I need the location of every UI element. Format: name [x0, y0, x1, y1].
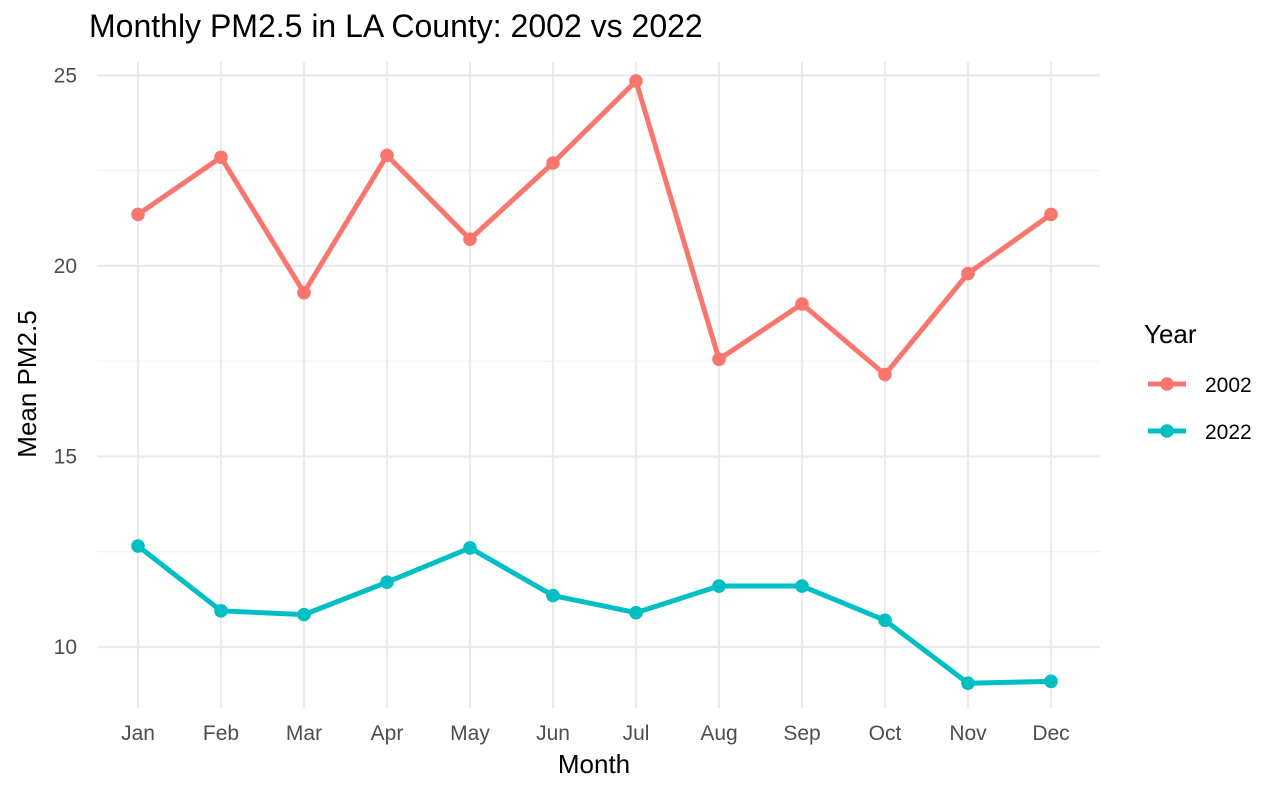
x-tick-label: Aug	[700, 722, 737, 745]
data-point-2002	[961, 266, 975, 281]
legend: Year 2002 2022	[1144, 319, 1252, 444]
x-tick-label: Jan	[121, 722, 155, 745]
y-tick-label: 10	[54, 636, 77, 659]
legend-title: Year	[1144, 319, 1197, 349]
data-point-2002	[1044, 207, 1058, 222]
data-point-2002	[380, 148, 394, 163]
data-point-2022	[214, 604, 228, 618]
data-point-2002	[214, 150, 228, 165]
y-tick-label: 25	[54, 64, 77, 87]
data-point-2022	[878, 613, 892, 628]
x-tick-label: Jun	[536, 722, 570, 745]
legend-label: 2002	[1205, 374, 1252, 397]
y-tick-label: 15	[54, 445, 77, 468]
x-tick-label: Feb	[203, 722, 239, 745]
legend-items: 2002 2022	[1148, 374, 1252, 444]
data-point-2022	[961, 676, 975, 691]
x-tick-label: Jul	[623, 722, 650, 745]
data-point-2022	[380, 575, 394, 590]
data-point-2002	[712, 352, 726, 367]
x-axis-ticks: Jan Feb Mar Apr May Jun Jul Aug Sep Oct Nov Dec	[121, 722, 1070, 745]
legend-key-point	[1160, 377, 1174, 391]
series-line-2022	[135, 543, 1054, 686]
data-point-2002	[463, 232, 477, 247]
data-point-2022	[795, 579, 809, 593]
x-tick-label: Sep	[783, 722, 820, 745]
data-point-2022	[463, 541, 477, 555]
data-point-2002	[131, 207, 145, 222]
data-point-2022	[1044, 674, 1058, 689]
y-tick-label: 20	[54, 255, 77, 278]
series-line-2002	[135, 78, 1054, 378]
legend-label: 2022	[1205, 421, 1252, 444]
data-point-2002	[297, 285, 311, 300]
data-point-2002	[795, 297, 809, 311]
x-tick-label: May	[450, 722, 490, 745]
y-axis-ticks: 10 15 20 25	[54, 64, 77, 659]
data-point-2022	[546, 588, 560, 603]
y-axis-title: Mean PM2.5	[12, 310, 42, 457]
chart-title: Monthly PM2.5 in LA County: 2002 vs 2022	[89, 8, 703, 44]
x-tick-label: Dec	[1032, 722, 1069, 745]
data-point-2002	[629, 74, 643, 88]
data-point-2022	[629, 605, 643, 620]
x-tick-label: Mar	[286, 722, 322, 745]
data-point-2022	[131, 539, 145, 553]
grid	[97, 62, 1100, 708]
data-point-2022	[297, 607, 311, 622]
plot-area	[131, 74, 1058, 691]
data-point-2002	[546, 156, 560, 170]
legend-key-point	[1160, 424, 1174, 438]
x-tick-label: Oct	[869, 722, 902, 745]
x-tick-label: Apr	[371, 722, 404, 745]
x-tick-label: Nov	[949, 722, 987, 745]
x-axis-title: Month	[558, 749, 630, 779]
data-point-2002	[878, 367, 892, 382]
data-point-2022	[712, 579, 726, 593]
